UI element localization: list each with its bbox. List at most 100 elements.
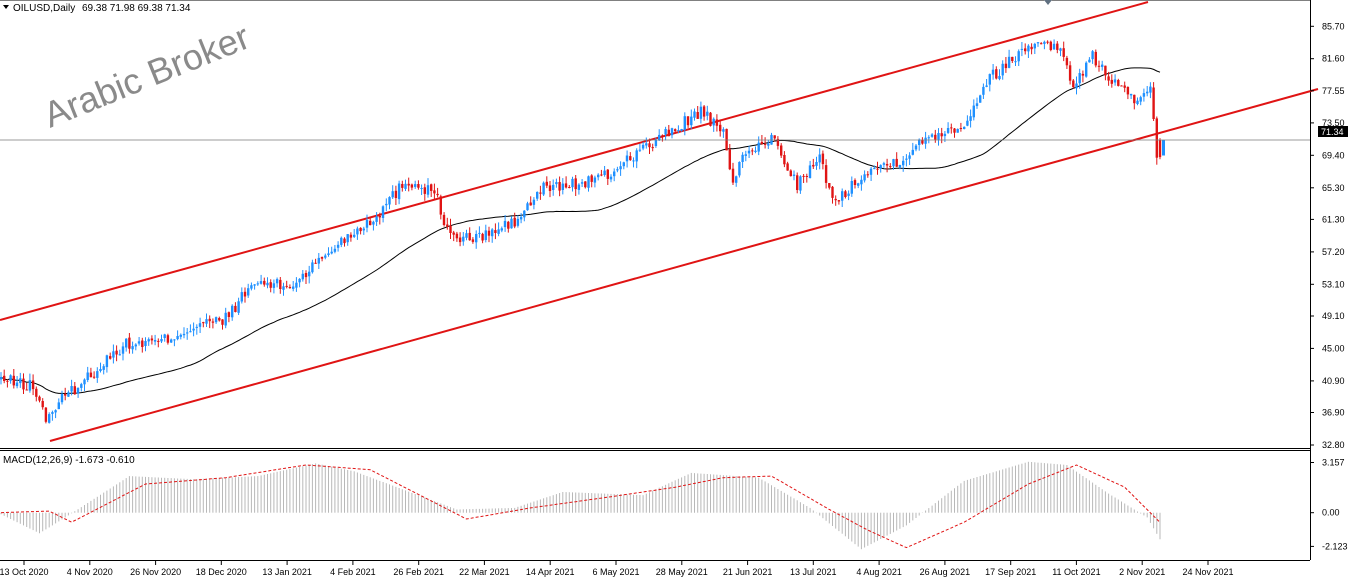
candle-body <box>799 176 802 191</box>
candle-body <box>715 119 719 126</box>
candle-body <box>946 128 950 133</box>
candle-body <box>805 176 808 177</box>
candle-body <box>1007 56 1011 68</box>
candle-body <box>564 183 568 188</box>
channel-upper-line <box>0 1 1149 321</box>
candle-body <box>105 355 109 368</box>
candle-body <box>99 369 102 371</box>
candle-body <box>80 384 83 388</box>
candle-body <box>442 214 446 225</box>
time-tick-label: 22 Mar 2021 <box>459 567 510 577</box>
candle-body <box>876 168 879 170</box>
candle-body <box>664 129 667 135</box>
candle-body <box>789 170 792 177</box>
candle-body <box>166 335 170 343</box>
candle-body <box>417 184 420 188</box>
candle-body <box>31 380 35 390</box>
candle-body <box>179 334 182 337</box>
candle-body <box>635 150 638 162</box>
candle-body <box>231 305 234 318</box>
candle-body <box>683 116 686 130</box>
candle-body <box>292 286 295 289</box>
candle-body <box>1162 140 1165 156</box>
candle-body <box>250 285 253 289</box>
candle-body <box>699 106 703 119</box>
candle-body <box>324 255 327 258</box>
candle-body <box>41 401 44 408</box>
macd-tick-label: -2.123 <box>1322 541 1348 551</box>
candle-body <box>998 76 1001 80</box>
candle-body <box>773 135 776 139</box>
candle-body <box>15 382 19 387</box>
candle-body <box>898 165 902 168</box>
candle-body <box>1024 48 1027 52</box>
candle-body <box>754 150 757 152</box>
candle-body <box>128 337 131 349</box>
candle-body <box>918 139 921 145</box>
candle-body <box>320 256 324 259</box>
candle-body <box>410 184 414 188</box>
candles-layer <box>0 39 1165 424</box>
price-tick-label: 85.70 <box>1322 21 1345 31</box>
candle-body <box>728 149 731 170</box>
candle-body <box>118 354 121 356</box>
symbol-dropdown-icon[interactable] <box>3 5 9 9</box>
candle-body <box>426 185 430 195</box>
candle-body <box>1043 41 1046 44</box>
candle-body <box>532 199 536 205</box>
candle-body <box>982 86 985 95</box>
candle-body <box>353 234 356 237</box>
candle-body <box>747 150 751 154</box>
candle-body <box>1052 43 1056 50</box>
candle-body <box>38 396 41 401</box>
candle-body <box>959 128 963 129</box>
candle-body <box>391 191 394 198</box>
candle-body <box>64 393 67 396</box>
candle-body <box>776 138 780 146</box>
candle-body <box>414 184 417 187</box>
candle-body <box>558 182 561 191</box>
candle-body <box>1120 85 1123 87</box>
candle-body <box>670 128 674 136</box>
time-tick-label: 13 Jan 2021 <box>262 567 312 577</box>
current-price-value: 71.34 <box>1321 127 1344 137</box>
candle-body <box>702 106 706 117</box>
candle-body <box>818 154 821 163</box>
candle-body <box>808 165 812 178</box>
candle-body <box>407 183 410 186</box>
candle-body <box>609 176 613 180</box>
candle-body <box>837 200 841 202</box>
candle-body <box>731 168 735 183</box>
candle-body <box>953 128 956 133</box>
ohlc-values: 69.38 71.98 69.38 71.34 <box>82 3 191 14</box>
candle-body <box>674 129 677 132</box>
candle-body <box>786 163 789 171</box>
candle-body <box>51 412 54 414</box>
candle-body <box>1101 64 1104 67</box>
candle-body <box>751 150 754 152</box>
candle-body <box>86 372 89 380</box>
candle-body <box>1004 63 1008 69</box>
candle-body <box>301 273 304 280</box>
time-tick-label: 13 Jul 2021 <box>790 567 837 577</box>
candle-body <box>892 159 895 167</box>
candle-body <box>802 175 805 177</box>
candle-body <box>963 126 966 129</box>
candle-body <box>157 340 160 342</box>
candle-body <box>667 129 670 137</box>
candle-body <box>491 229 494 237</box>
candle-body <box>1094 51 1097 66</box>
candle-body <box>654 139 658 146</box>
candle-body <box>349 234 353 238</box>
price-tick-label: 77.55 <box>1322 86 1345 96</box>
candle-body <box>587 176 590 188</box>
time-tick-label: 18 Dec 2020 <box>196 567 247 577</box>
candle-body <box>905 158 908 160</box>
candle-body <box>616 169 619 171</box>
candle-body <box>240 292 243 302</box>
candle-body <box>1149 86 1152 93</box>
candle-body <box>1152 87 1155 119</box>
candle-body <box>28 380 32 391</box>
candle-body <box>487 230 491 236</box>
